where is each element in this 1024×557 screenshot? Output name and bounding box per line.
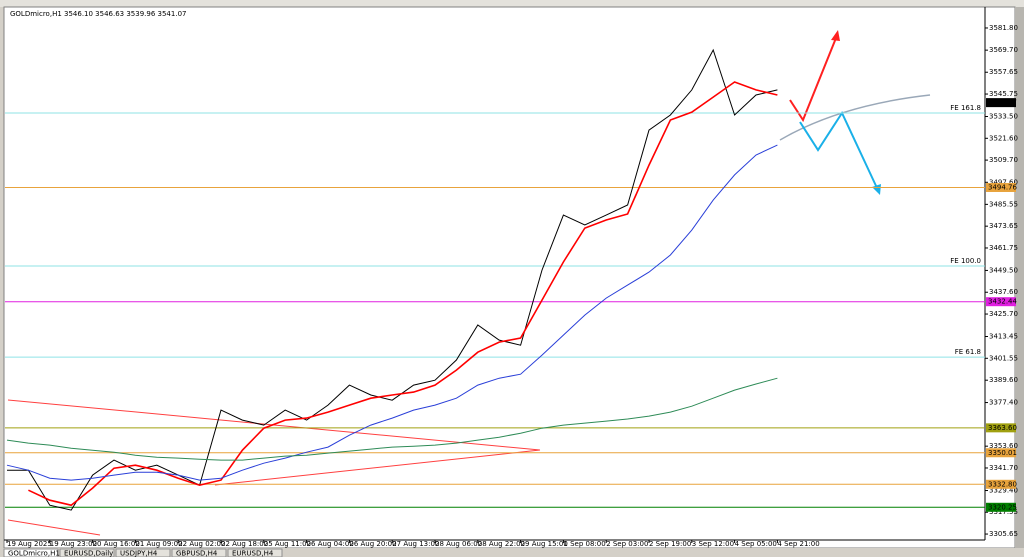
x-tick-label: 28 Aug 22:00 — [478, 540, 525, 548]
arrow-head — [831, 30, 840, 41]
x-tick-label: 19 Aug 2025 — [7, 540, 52, 548]
x-tick-label: 1 Sep 08:00 — [563, 540, 605, 548]
y-tick-label: 3581.80 — [989, 24, 1018, 32]
series-line — [6, 144, 778, 481]
x-tick-label: 29 Aug 15:00 — [521, 540, 568, 548]
level-label: FE 100.0 — [950, 257, 981, 265]
level-label: 3320.25 — [988, 503, 1017, 511]
toolbar — [0, 0, 1024, 7]
tab-label: EURUSD,Daily — [64, 550, 113, 557]
tab — [3, 548, 59, 557]
y-tick-label: 3509.70 — [989, 156, 1018, 164]
level-box — [986, 448, 1016, 458]
level-label: FE 161.8 — [950, 104, 981, 112]
y-tick-label: 3485.55 — [989, 200, 1018, 208]
y-tick-label: 3341.70 — [989, 464, 1018, 472]
tab-bar — [0, 548, 1024, 557]
level-box — [986, 502, 1016, 512]
y-tick-label: 3545.75 — [989, 90, 1018, 98]
y-tick-label: 3317.55 — [989, 508, 1018, 516]
series-line — [6, 377, 778, 461]
level-label: 3350.01 — [988, 449, 1017, 457]
y-tick-label: 3389.60 — [989, 376, 1018, 384]
series-line — [7, 48, 778, 511]
y-tick-label: 3401.55 — [989, 354, 1018, 362]
level-box — [986, 98, 1016, 108]
tab-label: GBPUSD,H4 — [176, 550, 218, 557]
level-label: 3432.44 — [988, 298, 1017, 306]
chart-title: GOLDmicro,H1 3546.10 3546.63 3539.96 354… — [10, 10, 186, 18]
x-tick-label: 4 Sep 21:00 — [777, 540, 819, 548]
x-tick-label: 3 Sep 12:00 — [692, 540, 734, 548]
x-tick-label: 26 Aug 04:00 — [307, 540, 354, 548]
level-label: 3494.76 — [988, 183, 1017, 191]
triangle-line — [214, 449, 541, 486]
y-tick-label: 3413.45 — [989, 332, 1018, 340]
level-label: 3332.80 — [988, 480, 1017, 488]
tab-label: GOLDmicro,H1 — [8, 550, 60, 557]
y-tick-label: 3437.60 — [989, 288, 1018, 296]
tab — [171, 548, 227, 557]
y-tick-label: 3461.75 — [989, 244, 1018, 252]
y-tick-label: 3557.65 — [989, 68, 1018, 76]
y-tick-label: 3425.70 — [989, 310, 1018, 318]
y-tick-label: 3569.70 — [989, 46, 1018, 54]
x-tick-label: 2 Sep 19:00 — [649, 540, 691, 548]
x-tick-label: 28 Aug 06:00 — [435, 540, 482, 548]
x-tick-label: 2 Sep 03:00 — [606, 540, 648, 548]
tab-label: USDJPY,H4 — [120, 550, 158, 557]
side-bar — [1015, 7, 1024, 548]
y-tick-label: 3377.40 — [989, 399, 1018, 407]
level-box — [986, 297, 1016, 307]
x-tick-label: 26 Aug 20:00 — [349, 540, 396, 548]
x-tick-label: 4 Sep 05:00 — [735, 540, 777, 548]
blue-arrow — [799, 110, 878, 189]
y-tick-label: 3305.65 — [989, 530, 1018, 538]
y-tick-label: 3497.60 — [989, 178, 1018, 186]
x-tick-label: 19 Aug 23:00 — [50, 540, 97, 548]
level-label: 3541.07 — [988, 99, 1017, 107]
chart-area — [3, 6, 1016, 549]
level-label: 3363.60 — [988, 424, 1017, 432]
level-box — [986, 479, 1016, 489]
x-tick-label: 22 Aug 18:00 — [221, 540, 268, 548]
x-tick-label: 21 Aug 09:00 — [135, 540, 182, 548]
y-tick-label: 3449.50 — [989, 266, 1018, 274]
x-tick-label: 27 Aug 13:00 — [392, 540, 439, 548]
y-tick-label: 3353.60 — [989, 442, 1018, 450]
ma-projection — [779, 94, 931, 141]
tab — [227, 548, 283, 557]
level-box — [986, 182, 1016, 192]
y-tick-label: 3329.40 — [989, 487, 1018, 495]
red-arrow — [789, 37, 837, 123]
arrow-head — [872, 184, 881, 195]
tab-label: EURUSD,H4 — [232, 550, 274, 557]
level-label: FE 61.8 — [955, 348, 981, 356]
level-box — [986, 423, 1016, 433]
x-tick-label: 25 Aug 11:00 — [264, 540, 311, 548]
x-tick-label: 20 Aug 16:00 — [93, 540, 140, 548]
y-tick-label: 3473.65 — [989, 222, 1018, 230]
x-tick-label: 22 Aug 02:00 — [178, 540, 225, 548]
tab — [59, 548, 115, 557]
triangle-line — [7, 519, 101, 536]
y-tick-label: 3533.50 — [989, 112, 1018, 120]
y-tick-label: 3521.60 — [989, 134, 1018, 142]
series-line — [28, 81, 778, 507]
tab — [115, 548, 171, 557]
